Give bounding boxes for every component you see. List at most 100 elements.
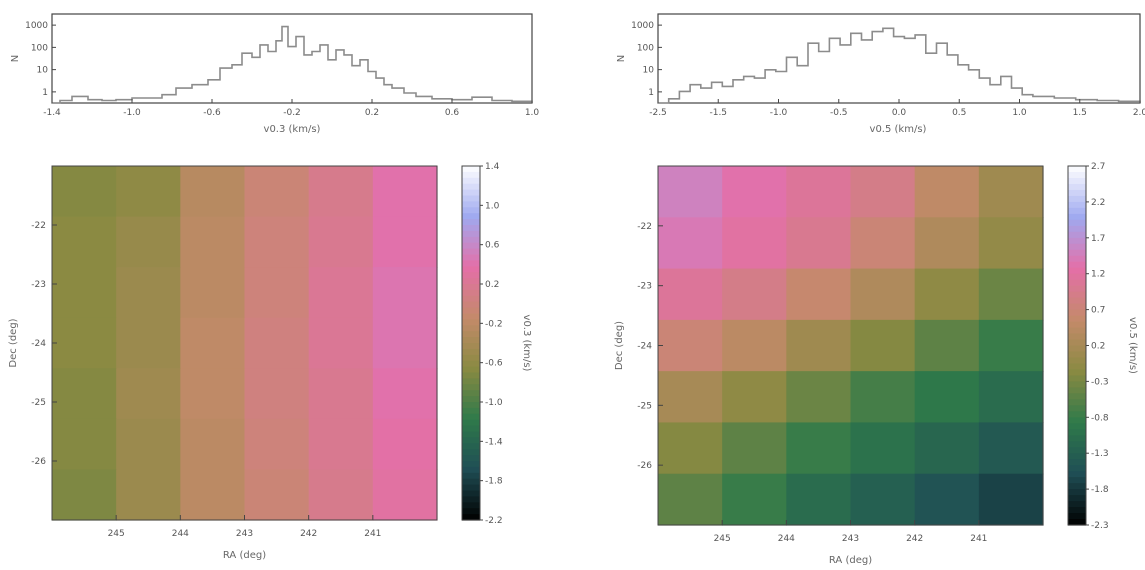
colorbar-strip (1068, 201, 1086, 209)
colorbar-strip (462, 337, 480, 344)
heatmap-cell (658, 422, 723, 475)
map-right: 245 244 243 242 241 -26 -25 -24 -23 -22 RA (deg) De… (614, 162, 1138, 566)
heatmap-cell (914, 473, 980, 526)
colorbar-tick-label: -1.0 (485, 398, 503, 408)
heatmap-cell (658, 166, 723, 218)
heatmap-cell (52, 216, 117, 268)
colorbar-strip (462, 207, 480, 214)
colorbar-strip (1068, 207, 1086, 215)
x-tick-label: 242 (300, 529, 317, 539)
y-tick-label: -24 (31, 339, 46, 349)
heatmap-cell (372, 418, 438, 471)
colorbar-strip (462, 183, 480, 191)
colorbar-strip (1068, 429, 1086, 436)
heatmap-cell (180, 317, 246, 369)
colorbar-strip (462, 384, 480, 391)
heatmap-cell (786, 422, 852, 475)
colorbar-strip (462, 219, 480, 226)
colorbar-frame (461, 165, 481, 521)
y-axis-label: N (10, 55, 21, 62)
heatmap-cell (914, 166, 980, 218)
colorbar-strip (1068, 231, 1086, 239)
colorbar-strip (462, 272, 480, 279)
x-tick-label: 244 (172, 529, 189, 539)
x-tick-label: 0.0 (892, 108, 907, 118)
x-tick-label: -1.0 (770, 108, 788, 118)
y-tick-label: -25 (637, 401, 652, 411)
colorbar-strip (1068, 333, 1086, 341)
colorbar-strip (462, 319, 480, 326)
heatmap-cell (914, 217, 980, 270)
colorbar-tick-label: 1.2 (1091, 270, 1105, 280)
heatmap-cell (372, 317, 438, 369)
colorbar-strip (462, 325, 480, 332)
heatmap-cell (116, 469, 181, 521)
x-tick-label: -0.2 (283, 108, 301, 118)
colorbar-strip (462, 307, 480, 315)
colorbar-strip (1068, 327, 1086, 335)
heatmap-cell (786, 371, 852, 424)
colorbar-strip (1068, 261, 1086, 269)
colorbar-tick-label: 1.4 (485, 162, 500, 172)
y-tick-label: 1 (42, 88, 48, 98)
colorbar-strip (1068, 339, 1086, 347)
colorbar-strip (462, 496, 480, 503)
x-tick-label: 241 (364, 529, 381, 539)
x-axis-label: RA (deg) (223, 550, 266, 561)
heatmap-cell (116, 166, 181, 218)
colorbar-strip (1068, 285, 1086, 293)
colorbar-strip (1068, 483, 1086, 490)
heatmap-cell (978, 319, 1044, 372)
colorbar-strip (462, 443, 480, 450)
heatmap-cell (850, 319, 916, 372)
colorbar-strip (1068, 267, 1086, 275)
x-tick-label: 1.5 (1073, 108, 1087, 118)
heatmap-cell (722, 319, 787, 372)
colorbar-strip (1068, 255, 1086, 263)
heatmap-cell (372, 469, 438, 521)
histogram-right: -2.5 -1.5 -1.0 -0.5 0.0 0.5 1.0 1.5 2.0 1 10 100 100… (616, 13, 1145, 135)
heatmap-cell (372, 267, 438, 319)
heatmap-cell (244, 267, 310, 319)
x-tick-label: -2.5 (649, 108, 667, 118)
colorbar-strip (462, 437, 480, 444)
colorbar-strip (462, 360, 480, 368)
heatmap-cell (722, 268, 787, 321)
colorbar-strip (462, 461, 480, 468)
colorbar-tick-label: -2.2 (485, 516, 503, 526)
heatmap-cell (180, 418, 246, 471)
heatmap-cell (786, 268, 852, 321)
heatmap-cell (978, 166, 1044, 218)
colorbar-strip (1068, 477, 1086, 484)
colorbar-strip (462, 171, 480, 179)
colorbar-strip (462, 413, 480, 421)
y-tick-label: -26 (31, 457, 46, 467)
colorbar-strip (462, 372, 480, 379)
heatmap-cell (308, 166, 374, 218)
colorbar-strip (1068, 273, 1086, 281)
heatmap-cell (52, 469, 117, 521)
colorbar-strip (1068, 357, 1086, 365)
colorbar-strip (462, 254, 480, 261)
colorbar-strip (1068, 387, 1086, 394)
colorbar-strip (1068, 345, 1086, 353)
x-tick-label: -1.0 (123, 108, 141, 118)
colorbar-tick-label: 0.2 (1091, 342, 1105, 352)
colorbar-strip (1068, 399, 1086, 406)
colorbar-strip (1068, 237, 1086, 245)
colorbar-strip (462, 514, 480, 521)
colorbar-strip (462, 419, 480, 427)
heatmap-cell (786, 319, 852, 372)
heatmap-cell (52, 317, 117, 369)
colorbar-strip (462, 431, 480, 438)
heatmap-cell (658, 217, 723, 270)
colorbar-strip (462, 402, 480, 409)
x-tick-label: 243 (236, 529, 253, 539)
colorbar-strip (462, 348, 480, 356)
heatmap-cell (850, 268, 916, 321)
colorbar-strip (1068, 171, 1086, 179)
colorbar-tick-label: 0.7 (1091, 306, 1105, 316)
heatmap-cell (722, 166, 787, 218)
colorbar-strip (1068, 303, 1086, 311)
colorbar-strip (462, 213, 480, 220)
